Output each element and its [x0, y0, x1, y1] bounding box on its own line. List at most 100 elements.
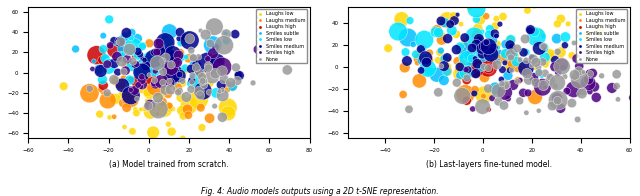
Point: [568, 88, 579, 91]
Point: [147, 86, 157, 89]
Point: [94, 68, 104, 71]
Point: [282, 68, 292, 72]
Point: [140, 64, 150, 67]
Point: [495, 51, 505, 54]
Point: [166, 81, 176, 84]
Point: [125, 97, 136, 100]
Point: [481, 15, 492, 18]
Point: [438, 58, 448, 61]
Point: [545, 52, 556, 55]
Point: [502, 68, 513, 71]
Point: [469, 34, 479, 37]
Point: [172, 69, 182, 72]
Point: [521, 67, 531, 70]
Point: [506, 53, 516, 56]
Point: [161, 81, 171, 84]
Point: [582, 50, 593, 53]
Point: [166, 50, 177, 53]
Point: [102, 99, 113, 102]
Point: [452, 81, 462, 84]
Point: [130, 80, 140, 83]
Point: [84, 87, 95, 90]
Point: [512, 47, 522, 50]
Point: [435, 51, 445, 54]
Point: [133, 54, 143, 57]
Point: [109, 78, 119, 81]
Point: [202, 60, 212, 63]
Point: [149, 79, 159, 82]
Point: [125, 48, 135, 51]
Point: [117, 60, 127, 63]
Point: [552, 22, 563, 25]
Point: [447, 29, 457, 32]
Point: [411, 53, 421, 56]
Point: [198, 79, 208, 83]
Point: [147, 68, 157, 72]
Point: [173, 91, 183, 94]
Point: [490, 32, 500, 35]
Point: [424, 70, 435, 73]
Point: [204, 66, 214, 70]
Point: [141, 67, 151, 70]
Point: [471, 33, 481, 36]
Point: [113, 71, 123, 74]
Point: [150, 83, 161, 86]
Point: [168, 141, 178, 144]
Point: [452, 59, 463, 63]
Point: [196, 74, 207, 77]
Point: [177, 109, 187, 112]
Point: [523, 91, 533, 94]
Point: [218, 94, 228, 97]
Point: [154, 106, 164, 109]
Point: [163, 41, 173, 44]
Point: [557, 63, 567, 66]
Point: [449, 19, 460, 22]
Point: [111, 79, 121, 82]
Point: [125, 88, 136, 91]
Point: [150, 70, 161, 73]
Point: [109, 62, 119, 65]
Point: [467, 46, 477, 50]
Point: [84, 92, 95, 95]
Point: [122, 58, 132, 61]
Point: [432, 28, 442, 32]
Point: [487, 97, 497, 100]
Point: [488, 39, 499, 42]
Point: [522, 9, 532, 12]
Point: [136, 63, 147, 66]
Point: [393, 30, 403, 33]
Point: [217, 116, 227, 119]
Point: [195, 72, 205, 75]
Point: [442, 56, 452, 59]
Point: [575, 78, 585, 81]
Point: [560, 35, 570, 39]
Point: [145, 80, 156, 83]
Point: [118, 70, 129, 73]
Point: [553, 99, 563, 102]
Point: [100, 57, 111, 60]
Point: [145, 105, 155, 108]
Point: [527, 64, 537, 67]
Point: [484, 67, 494, 70]
Point: [493, 89, 504, 93]
Point: [184, 57, 194, 60]
Point: [192, 58, 202, 61]
Point: [550, 65, 560, 68]
Point: [518, 70, 529, 73]
Point: [143, 104, 154, 108]
Point: [484, 55, 494, 58]
Point: [200, 33, 211, 36]
Point: [219, 78, 229, 81]
Point: [155, 94, 165, 97]
Point: [436, 49, 446, 52]
Point: [195, 89, 205, 92]
Point: [163, 77, 173, 80]
Point: [538, 84, 548, 87]
Point: [95, 113, 105, 116]
Point: [127, 31, 137, 34]
Point: [505, 69, 515, 72]
Point: [570, 73, 580, 76]
Point: [223, 106, 233, 109]
Point: [485, 51, 495, 54]
Point: [129, 89, 140, 92]
